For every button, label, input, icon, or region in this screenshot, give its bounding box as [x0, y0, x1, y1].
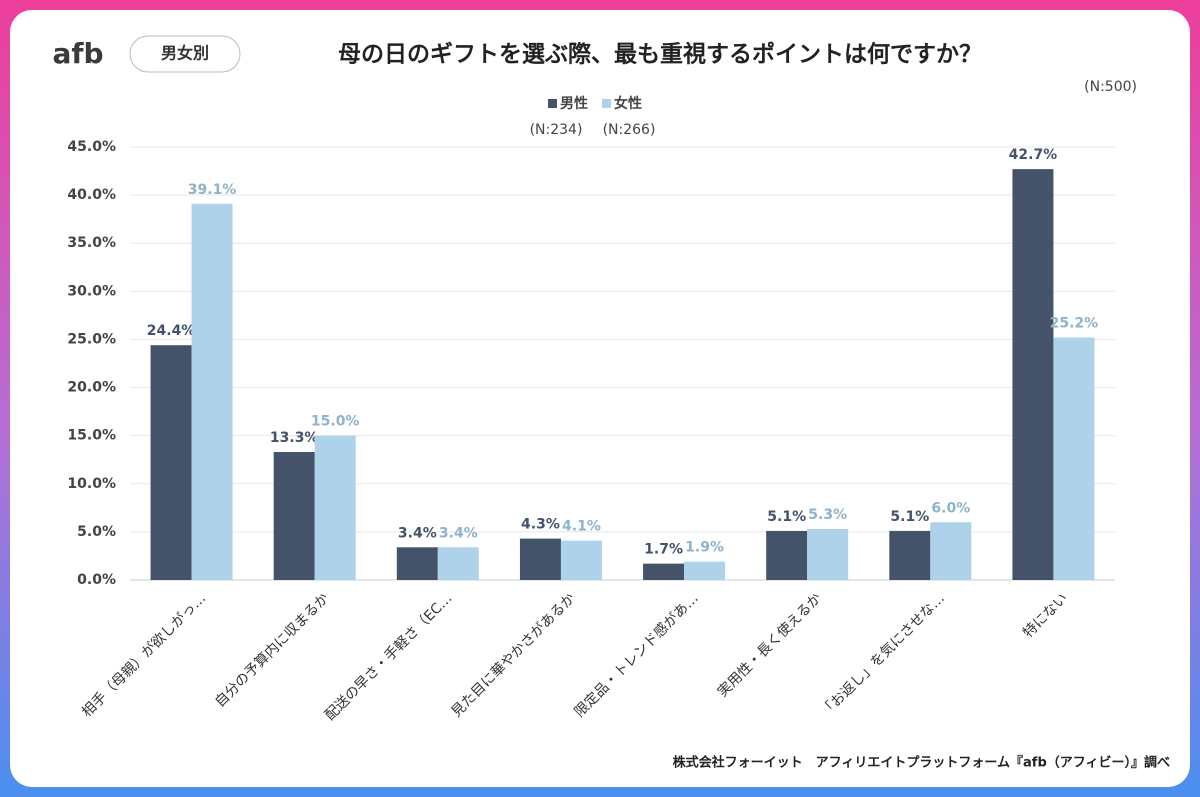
- legend-swatch: [548, 99, 557, 108]
- total-note: (N:500): [1084, 79, 1137, 95]
- y-tick-label: 0.0%: [77, 572, 116, 588]
- series-note: (N:266): [603, 122, 656, 138]
- value-label: 4.1%: [562, 519, 601, 535]
- value-label: 3.4%: [439, 525, 478, 541]
- y-tick-label: 35.0%: [67, 235, 116, 251]
- value-label: 1.7%: [644, 542, 683, 558]
- y-tick-label: 5.0%: [77, 524, 116, 540]
- bar: [560, 540, 602, 580]
- value-label: 6.0%: [931, 500, 970, 516]
- x-tick-label: 配送の早さ・手軽さ（EC…: [322, 590, 455, 723]
- value-label: 25.2%: [1050, 316, 1099, 332]
- x-tick-label: 自分の予算内に収まるか: [212, 590, 332, 710]
- legend-label: 女性: [614, 95, 642, 112]
- value-label: 13.3%: [270, 430, 319, 446]
- bar: [273, 452, 315, 580]
- bar: [437, 547, 479, 580]
- y-tick-label: 45.0%: [67, 139, 116, 155]
- y-tick-label: 15.0%: [67, 428, 116, 444]
- bar: [766, 530, 808, 580]
- value-label: 24.4%: [147, 323, 196, 339]
- x-tick-label: 見た目に華やかさがあるか: [448, 590, 578, 720]
- bar: [1053, 337, 1095, 580]
- chart-title: 母の日のギフトを選ぶ際、最も重視するポイントは何ですか？: [338, 41, 982, 68]
- legend-label: 男性: [560, 95, 588, 112]
- x-tick-label: 実用性・長く使えるか: [714, 590, 825, 701]
- badge-box: [129, 35, 241, 73]
- logo: afb: [52, 37, 103, 70]
- x-tick-label: 限定品・トレンド感があ…: [571, 590, 702, 721]
- bar: [889, 530, 931, 580]
- x-tick-label: 「お返し」を気にさせな…: [818, 590, 948, 720]
- y-tick-label: 40.0%: [67, 187, 116, 203]
- bar: [684, 561, 726, 580]
- value-label: 1.9%: [685, 540, 724, 556]
- x-tick-label: 特にない: [1020, 590, 1071, 641]
- series-note: (N:234): [530, 122, 583, 138]
- y-tick-label: 20.0%: [67, 380, 116, 396]
- value-label: 5.3%: [808, 507, 847, 523]
- bar: [1012, 169, 1054, 580]
- value-label: 5.1%: [890, 509, 929, 525]
- bar: [396, 547, 438, 580]
- bar: [191, 203, 233, 580]
- value-label: 5.1%: [767, 509, 806, 525]
- bar: [643, 563, 685, 580]
- y-tick-label: 30.0%: [67, 283, 116, 299]
- badge: 男女別: [161, 44, 209, 63]
- value-label: 15.0%: [311, 414, 360, 430]
- value-label: 4.3%: [521, 517, 560, 533]
- value-label: 3.4%: [398, 525, 437, 541]
- bar: [519, 538, 561, 580]
- x-tick-label: 相手（母親）が欲しがっ…: [79, 590, 209, 720]
- bar: [314, 435, 356, 580]
- bar: [150, 345, 192, 580]
- y-tick-label: 25.0%: [67, 331, 116, 347]
- source: 株式会社フォーイット アフィリエイトプラットフォーム『afb（アフィビー）』調べ: [673, 755, 1170, 771]
- bar: [930, 522, 972, 580]
- value-label: 39.1%: [188, 182, 237, 198]
- legend-swatch: [602, 99, 611, 108]
- value-label: 42.7%: [1009, 147, 1058, 163]
- bar: [807, 529, 849, 580]
- y-tick-label: 10.0%: [67, 476, 116, 492]
